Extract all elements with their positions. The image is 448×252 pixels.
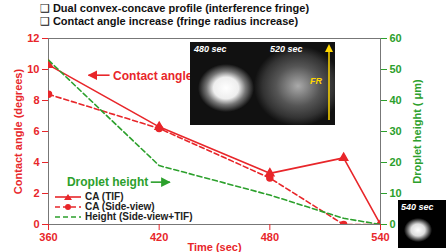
- svg-text:2: 2: [33, 187, 39, 199]
- svg-text:Droplet height: Droplet height: [67, 175, 148, 189]
- svg-text:4: 4: [33, 156, 40, 168]
- html-text:480 sec: 480 sec: [194, 44, 227, 54]
- html-text:❑ Dual convex-concave profile: ❑ Dual convex-concave profile (interfere…: [40, 2, 309, 14]
- svg-text:420: 420: [150, 231, 168, 243]
- html-text:540 sec: 540 sec: [401, 202, 434, 212]
- svg-text:Contact angle (degrees): Contact angle (degrees): [12, 69, 24, 195]
- svg-text:Contact angle: Contact angle: [113, 69, 193, 83]
- svg-text:Droplet height ( μm): Droplet height ( μm): [411, 79, 423, 184]
- svg-text:8: 8: [33, 94, 39, 106]
- svg-text:30: 30: [390, 125, 402, 137]
- svg-text:12: 12: [27, 32, 39, 44]
- svg-text:20: 20: [390, 156, 402, 168]
- html-text:❑ Contact angle increase (frin: ❑ Contact angle increase (fringe radius …: [40, 15, 299, 27]
- html-text:CA (Side-view): CA (Side-view): [85, 201, 155, 212]
- svg-text:10: 10: [27, 63, 39, 75]
- svg-text:50: 50: [390, 63, 402, 75]
- svg-text:6: 6: [33, 125, 39, 137]
- html-text:FR: FR: [310, 76, 322, 86]
- svg-text:540: 540: [371, 231, 389, 243]
- svg-text:480: 480: [261, 231, 279, 243]
- svg-text:40: 40: [390, 94, 402, 106]
- svg-text:60: 60: [390, 32, 402, 44]
- html-text:CA (TIF): CA (TIF): [85, 191, 124, 202]
- html-text:Height (Side-view+TIF): Height (Side-view+TIF): [85, 211, 193, 222]
- svg-text:0: 0: [33, 218, 39, 230]
- svg-text:Time (sec): Time (sec): [187, 241, 242, 252]
- svg-text:360: 360: [39, 231, 57, 243]
- svg-text:10: 10: [390, 187, 402, 199]
- html-text:520 sec: 520 sec: [270, 44, 303, 54]
- svg-text:0: 0: [390, 218, 396, 230]
